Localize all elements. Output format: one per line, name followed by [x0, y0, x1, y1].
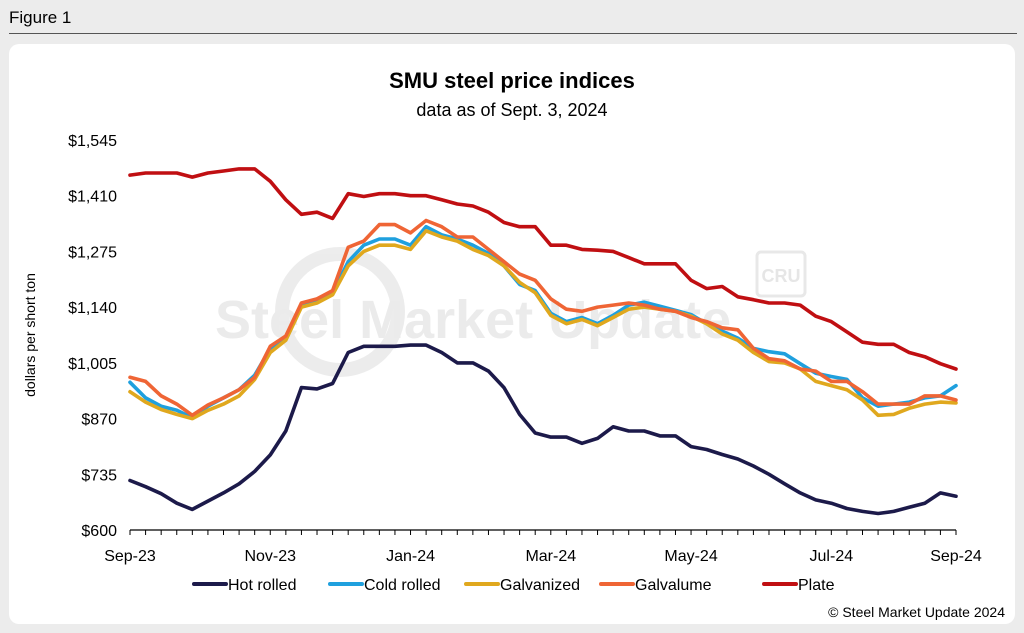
x-tick-label: Sep-23: [104, 548, 156, 565]
y-axis-label: dollars per short ton: [22, 273, 38, 397]
x-axis: Sep-23 Nov-23 Jan-24 Mar-24 May-24 Jul-24 Sep-…: [104, 529, 982, 565]
hot-rolled-line: [128, 343, 958, 516]
y-tick-label: $600: [81, 523, 117, 540]
y-tick-label: $1,545: [68, 133, 117, 150]
watermark: Steel Market Update CRU: [215, 247, 807, 377]
x-tick-label: Nov-23: [244, 548, 296, 565]
y-tick-label: $1,275: [68, 244, 117, 261]
chart-title: SMU steel price indices: [389, 68, 635, 93]
x-tick-label: Jan-24: [386, 548, 435, 565]
legend-label-galvanized: Galvanized: [500, 577, 580, 594]
y-tick-label: $735: [81, 467, 117, 484]
y-tick-label: $1,140: [68, 300, 117, 317]
galvalume-line: [128, 218, 958, 418]
x-tick-label: Mar-24: [525, 548, 576, 565]
legend: Hot rolled Cold rolled Galvanized Galvalume…: [192, 577, 835, 594]
galvanized-line: [128, 229, 958, 421]
header-rule: [9, 33, 1017, 34]
x-tick-label: May-24: [664, 548, 717, 565]
x-tick-label: Jul-24: [810, 548, 854, 565]
copyright-text: © Steel Market Update 2024: [828, 604, 1005, 620]
y-axis-ticks: $600 $735 $870 $1,005 $1,140 $1,275 $1,410 $1,5…: [68, 133, 117, 540]
legend-label-galvalume: Galvalume: [635, 577, 712, 594]
watermark-brand: Steel Market Update: [215, 290, 731, 350]
y-tick-label: $870: [81, 412, 117, 429]
y-tick-label: $1,005: [68, 356, 117, 373]
watermark-logo: CRU: [762, 266, 801, 286]
figure-label: Figure 1: [9, 8, 72, 27]
y-tick-label: $1,410: [68, 189, 117, 206]
watermark-logo-box: [755, 250, 807, 298]
legend-label-cold-rolled: Cold rolled: [364, 577, 440, 594]
series-lines: [128, 167, 958, 516]
chart-subtitle: data as of Sept. 3, 2024: [416, 100, 607, 120]
legend-label-plate: Plate: [798, 577, 835, 594]
plate-line: [128, 167, 958, 371]
x-tick-label: Sep-24: [930, 548, 982, 565]
legend-label-hot-rolled: Hot rolled: [228, 577, 296, 594]
